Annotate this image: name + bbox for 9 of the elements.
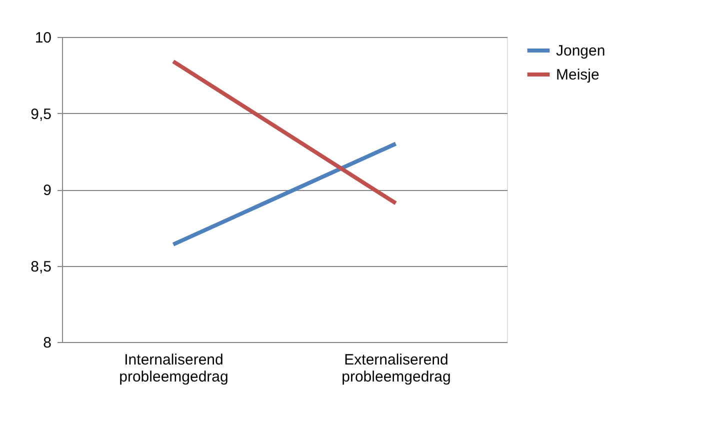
y-tick-label: 8,5 xyxy=(30,258,52,276)
legend-label: Jongen xyxy=(556,42,606,60)
y-tick-label: 9,5 xyxy=(30,106,52,123)
legend-label: Meisje xyxy=(556,66,600,84)
y-tick-label: 10 xyxy=(34,30,52,46)
x-tick-label: Externaliserend probleemgedrag xyxy=(342,352,451,386)
y-tick-label: 8 xyxy=(43,334,52,352)
x-tick-label: Internaliserend probleemgedrag xyxy=(119,352,228,386)
y-tick-label: 9 xyxy=(43,182,52,199)
